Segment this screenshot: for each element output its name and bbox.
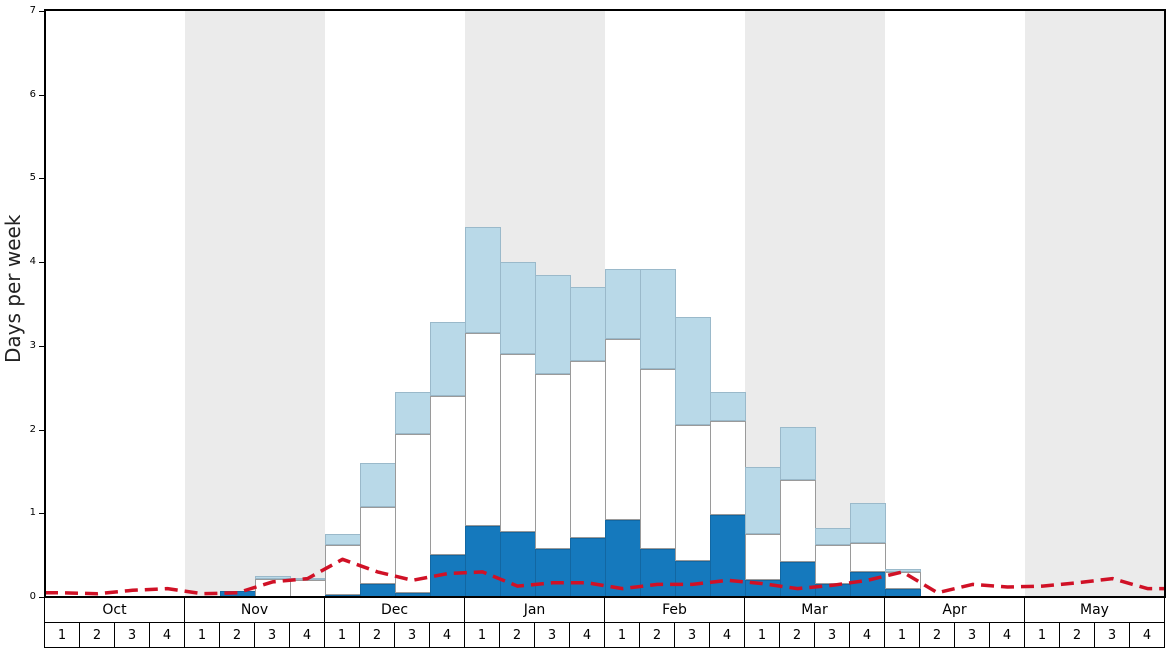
week-cell: 2 (219, 622, 255, 648)
month-cell-dec: Dec (324, 597, 465, 623)
week-cell: 3 (814, 622, 850, 648)
month-row: Oct Nov Dec Jan Feb Mar Apr May (44, 597, 1166, 623)
week-cell: 1 (184, 622, 220, 648)
light_blue_days-bar (675, 316, 711, 426)
bars-layer (45, 11, 1165, 597)
plot-area (45, 11, 1165, 597)
week-cell: 2 (919, 622, 955, 648)
week-cell: 4 (849, 622, 885, 648)
y-tick-label: 2 (29, 423, 36, 435)
white_days-bar (710, 421, 746, 515)
month-cell-mar: Mar (744, 597, 885, 623)
week-cell: 3 (534, 622, 570, 648)
y-tick-label: 1 (29, 507, 36, 519)
month-cell-oct: Oct (44, 597, 185, 623)
week-cell: 2 (1059, 622, 1095, 648)
y-tick-label: 0 (29, 591, 36, 602)
light_blue_days-bar (780, 427, 816, 480)
week-cell: 1 (884, 622, 920, 648)
y-tick-mark (39, 178, 45, 180)
month-cell-nov: Nov (184, 597, 325, 623)
light_blue_days-bar (430, 322, 466, 397)
y-tick-mark (39, 11, 45, 12)
white_days-bar (395, 433, 431, 593)
y-tick-label: 6 (29, 88, 36, 100)
y-tick-label: 3 (29, 339, 36, 351)
light_blue_days-bar (395, 391, 431, 434)
week-cell: 3 (394, 622, 430, 648)
week-cell: 2 (359, 622, 395, 648)
week-cell: 4 (429, 622, 465, 648)
bands-layer (45, 11, 1165, 597)
white_days-bar (675, 425, 711, 561)
y-axis-ticks: 0 1 2 3 4 5 6 7 (0, 0, 45, 648)
month-cell-apr: Apr (884, 597, 1025, 623)
week-cell: 1 (744, 622, 780, 648)
week-cell: 1 (324, 622, 360, 648)
week-cell: 3 (1094, 622, 1130, 648)
frame-top (44, 9, 1166, 11)
week-cell: 2 (639, 622, 675, 648)
week-cell: 4 (289, 622, 325, 648)
week-cell: 1 (44, 622, 80, 648)
dark_blue_days-bar (675, 561, 711, 597)
y-tick-mark (39, 597, 45, 598)
y-tick-mark (39, 94, 45, 96)
y-tick-label: 5 (29, 172, 36, 184)
shaded-band-may (1025, 11, 1165, 597)
week-cell: 2 (499, 622, 535, 648)
week-cell: 4 (989, 622, 1025, 648)
light_blue_days-bar (885, 569, 921, 572)
light_blue_days-bar (640, 268, 676, 369)
week-cell: 3 (674, 622, 710, 648)
y-tick-mark (39, 345, 45, 347)
week-cell: 3 (954, 622, 990, 648)
y-tick-label: 7 (29, 5, 36, 16)
frame-right (1164, 9, 1166, 598)
y-tick-mark (39, 262, 45, 264)
week-cell: 2 (79, 622, 115, 648)
white_days-bar (500, 354, 536, 532)
week-cell: 1 (1024, 622, 1060, 648)
week-cell: 2 (779, 622, 815, 648)
week-cell: 4 (149, 622, 185, 648)
white_days-bar (570, 360, 606, 539)
week-cell: 4 (569, 622, 605, 648)
light_blue_days-bar (850, 503, 886, 543)
dark_blue_days-bar (465, 525, 501, 597)
light_blue_days-bar (360, 463, 396, 507)
white_days-bar (465, 333, 501, 526)
white_days-bar (325, 545, 361, 596)
y-tick-mark (39, 429, 45, 431)
week-cell: 3 (114, 622, 150, 648)
red-line-svg (45, 557, 1165, 596)
week-cell: 4 (709, 622, 745, 648)
white_days-bar (780, 479, 816, 562)
red-dashed-line (45, 557, 1165, 596)
week-cell: 1 (464, 622, 500, 648)
week-cell: 1 (604, 622, 640, 648)
month-cell-feb: Feb (604, 597, 745, 623)
white_days-bar (850, 542, 886, 572)
dark_blue_days-bar (605, 520, 641, 597)
light_blue_days-bar (710, 391, 746, 422)
light_blue_days-bar (255, 576, 291, 579)
shaded-band-nov (185, 11, 325, 597)
dark_blue_days-bar (430, 555, 466, 597)
light_blue_days-bar (465, 227, 501, 334)
week-cell: 3 (254, 622, 290, 648)
frame-left (44, 9, 46, 598)
week-cell: 4 (1129, 622, 1165, 648)
month-cell-jan: Jan (464, 597, 605, 623)
y-tick-label: 4 (29, 256, 36, 268)
y-tick-mark (39, 513, 45, 515)
month-cell-may: May (1024, 597, 1165, 623)
